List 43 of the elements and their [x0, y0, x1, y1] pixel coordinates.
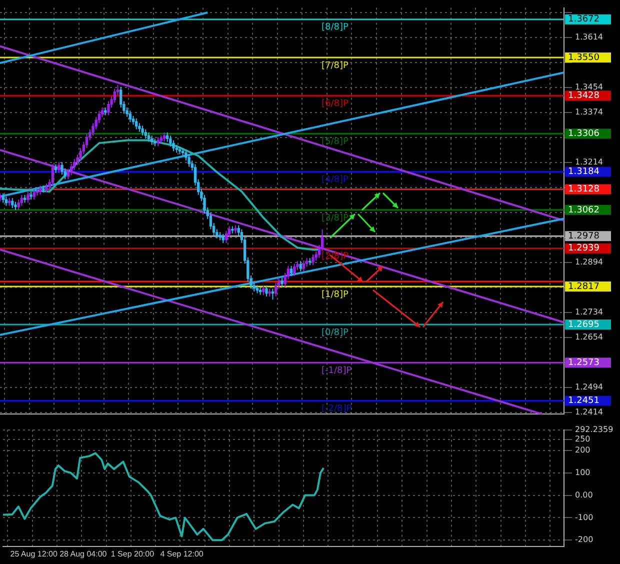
x-tick-label: 1 Sep 20:00 — [110, 549, 155, 558]
y-tick-label: 292.2359 — [575, 424, 614, 434]
ref-line-label: 1.3184 — [568, 167, 600, 178]
y-tick-label: -200 — [575, 535, 594, 544]
y-tick-label: 1.3374 — [575, 108, 603, 117]
x-tick-label: 4 Sep 12:00 — [160, 549, 204, 558]
ref-line-label: 1.3672 — [568, 14, 600, 25]
ref-line-label: 1.2817 — [568, 282, 600, 292]
y-tick-label: 1.3454 — [575, 82, 603, 92]
annotation: [8/8]P — [321, 22, 349, 33]
ref-line-label: 1.3128 — [568, 184, 600, 195]
y-tick-label: 1.3614 — [575, 32, 603, 42]
ref-line-label: 1.2695 — [568, 320, 600, 330]
y-tick-label: 100 — [575, 468, 590, 477]
ref-line-label: 1.3428 — [568, 90, 600, 101]
annotation: [7/8]P — [321, 60, 349, 71]
y-tick-label: 250 — [575, 434, 590, 444]
annotation: [4/8]P — [321, 175, 349, 186]
x-tick-label: 25 Aug 12:00 — [10, 549, 58, 558]
x-tick-label: 28 Aug 04:00 — [60, 549, 108, 558]
annotation: [0/8]P — [321, 328, 349, 338]
y-tick-label: 1.3214 — [575, 158, 603, 167]
y-tick-label: 0.00 — [575, 490, 593, 500]
ref-line-label: 1.2573 — [568, 358, 600, 368]
ref-line-label: 1.2451 — [568, 396, 600, 406]
y-tick-label: 1.2654 — [575, 332, 603, 342]
y-tick-label: 200 — [575, 446, 590, 455]
annotation: [-2/8]P — [321, 404, 352, 414]
y-tick-label: 1.2894 — [575, 257, 603, 266]
ref-line-label: 1.2978 — [568, 231, 600, 242]
ref-line-label: 1.3550 — [568, 52, 600, 63]
y-tick-label: -100 — [575, 512, 594, 522]
ref-line-label: 1.3062 — [568, 205, 600, 216]
annotation: [5/8]P — [321, 137, 349, 148]
y-tick-label: 1.2414 — [575, 407, 603, 416]
annotation: [1/8]P — [321, 290, 349, 300]
ref-line-label: 1.3306 — [568, 129, 600, 140]
y-tick-label: 1.2494 — [575, 382, 603, 392]
annotation: [-1/8]P — [321, 366, 352, 376]
ref-line-label: 1.2939 — [568, 244, 600, 254]
y-tick-label: 1.2734 — [575, 307, 603, 316]
annotation: [6/8]P — [321, 98, 349, 109]
annotation: [3/8]P — [321, 213, 349, 224]
